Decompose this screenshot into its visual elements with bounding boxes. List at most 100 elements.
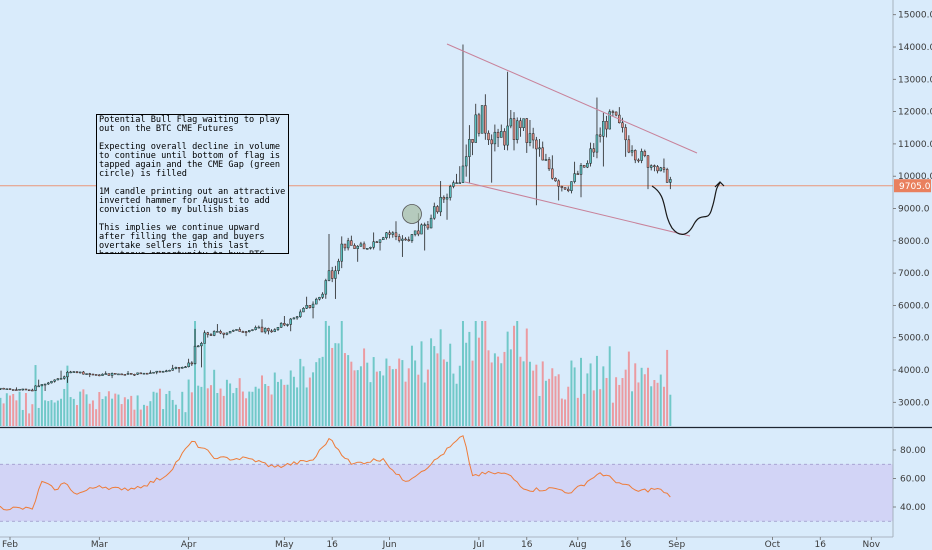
candle-body <box>101 373 104 376</box>
volume-bar <box>356 370 359 426</box>
candle-body <box>637 159 640 162</box>
candle-body <box>241 331 245 333</box>
candle-body <box>219 331 222 334</box>
projection-path[interactable] <box>651 182 721 235</box>
candle-body <box>15 389 18 391</box>
candle-body <box>228 330 232 334</box>
candle-body <box>171 368 174 371</box>
candle-body <box>187 362 190 368</box>
candle-body <box>369 247 372 249</box>
candle-body <box>589 148 592 164</box>
volume-bar <box>493 353 496 426</box>
drawing-tools[interactable] <box>402 43 725 237</box>
price-axis-label: 13000.0 <box>898 75 932 85</box>
candle-body <box>353 245 356 249</box>
volume-bar <box>458 365 461 426</box>
volume-bar <box>423 382 426 426</box>
candle-body <box>193 345 197 364</box>
candle-body <box>110 373 114 376</box>
candle-body <box>181 367 184 369</box>
candle-body <box>420 224 423 235</box>
volume-bar <box>120 404 123 426</box>
candle-body <box>350 240 353 246</box>
volume-bar <box>643 374 646 426</box>
price-axis-label: 9000.0 <box>898 205 930 215</box>
candle-body <box>496 131 500 138</box>
time-axis-label: Jun <box>382 540 397 550</box>
volume-bar <box>0 397 2 426</box>
candle-body <box>302 308 305 313</box>
candle-body <box>653 165 656 167</box>
candle-body <box>126 373 130 375</box>
candle-body <box>487 132 490 141</box>
candle-body <box>366 248 369 250</box>
volume-bar <box>171 399 174 426</box>
candle-body <box>27 389 31 392</box>
time-axis-label: Apr <box>181 540 197 550</box>
flag-upper-trendline[interactable] <box>446 43 698 154</box>
candle-body <box>69 371 72 374</box>
volume-bar <box>404 381 407 426</box>
candle-body <box>471 139 474 143</box>
note-line-2: Expecting overall decline in volume to c… <box>99 142 286 179</box>
candle-body <box>149 372 152 374</box>
volume-bar <box>276 381 279 426</box>
candle-body <box>474 114 477 143</box>
cme-gap-circle[interactable] <box>402 204 422 224</box>
candle-body <box>372 241 375 248</box>
volume-bar <box>286 384 289 426</box>
note-line-4: This implies we continue upward after fi… <box>99 223 265 254</box>
candle-body <box>586 163 589 168</box>
volume-bar <box>375 371 378 426</box>
volume-bar <box>88 403 91 426</box>
volume-bar <box>104 396 107 426</box>
candle-body <box>445 197 449 200</box>
volume-bar <box>111 398 114 426</box>
analysis-note[interactable]: Potential Bull Flag waiting to play out … <box>96 114 289 254</box>
volume-bar <box>174 404 177 426</box>
volume-bar <box>254 386 257 426</box>
candle-body <box>433 206 436 219</box>
candle-body <box>362 243 366 250</box>
candle-body <box>522 118 525 128</box>
price-axis-label: 5000.0 <box>898 334 930 344</box>
volume-bar <box>599 389 602 426</box>
candle-body <box>614 111 618 116</box>
volume-bar <box>350 361 353 426</box>
flag-lower-trendline[interactable] <box>464 181 691 237</box>
volume-bar <box>509 349 512 426</box>
price-candles[interactable] <box>0 44 672 392</box>
candle-body <box>378 239 382 243</box>
candle-body <box>133 374 136 376</box>
candle-body <box>34 385 37 391</box>
candle-body <box>385 232 388 238</box>
candle-body <box>85 373 88 375</box>
volume-bar <box>50 400 53 426</box>
candle-body <box>634 150 637 161</box>
candle-body <box>490 139 493 145</box>
volume-bar <box>31 404 34 426</box>
candle-body <box>260 326 264 333</box>
candle-body <box>649 165 653 168</box>
candle-body <box>512 118 516 140</box>
volume-bar <box>123 397 126 426</box>
volume-bar <box>136 395 139 426</box>
candle-body <box>563 187 567 190</box>
candle-body <box>40 384 44 387</box>
candle-body <box>238 329 241 332</box>
candle-body <box>605 120 608 130</box>
volume-bar <box>452 373 455 426</box>
candle-body <box>263 328 267 333</box>
volume-bar <box>474 321 477 426</box>
candle-body <box>388 232 391 235</box>
time-axis-label: 16 <box>521 540 533 550</box>
volume-bar <box>114 393 117 426</box>
candle-body <box>94 374 98 376</box>
rsi-axis-label: 80.00 <box>900 446 926 456</box>
volume-bar <box>465 342 468 426</box>
candle-body <box>500 131 503 138</box>
candle-body <box>401 238 404 241</box>
candle-body <box>8 388 12 390</box>
